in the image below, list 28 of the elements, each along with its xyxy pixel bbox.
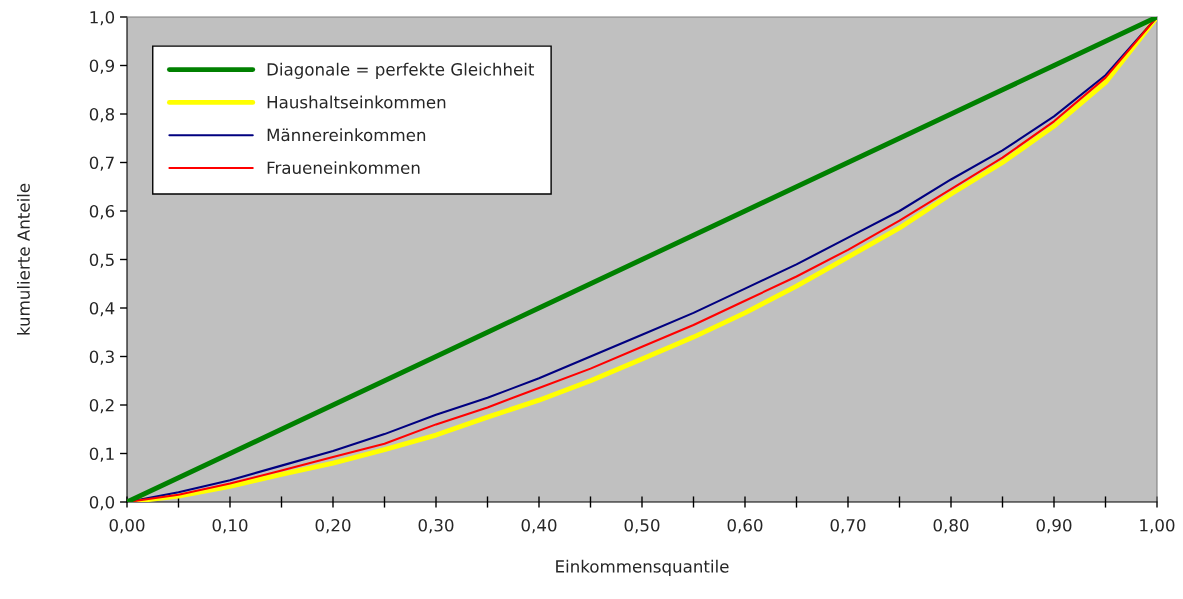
- x-tick-label: 0,20: [315, 518, 351, 534]
- x-tick-label: 0,60: [727, 518, 763, 534]
- y-tick-label: 1,0: [90, 10, 115, 26]
- x-axis-title: Einkommensquantile: [556, 559, 729, 576]
- y-tick-label: 0,6: [89, 204, 115, 220]
- legend-label: Fraueneinkommen: [267, 161, 420, 175]
- y-tick-label: 0,9: [89, 59, 115, 74]
- x-tick-label: 0,80: [933, 518, 969, 534]
- y-axis-title: kumulierte Anteile: [17, 183, 30, 335]
- y-tick-label: 0,2: [89, 398, 114, 414]
- legend-label: Haushaltseinkommen: [267, 95, 446, 109]
- x-tick-label: 0,70: [830, 518, 866, 534]
- y-tick-label: 0,7: [89, 156, 114, 171]
- y-tick-label: 0,4: [89, 301, 115, 317]
- y-tick-label: 0,3: [89, 350, 114, 365]
- x-tick-label: 0,90: [1036, 518, 1072, 534]
- legend-label: Männereinkommen: [267, 128, 426, 142]
- x-tick-label: 0,50: [624, 518, 660, 534]
- legend-label: Diagonale = perfekte Gleichheit: [267, 62, 535, 79]
- x-tick-label: 0,00: [109, 518, 145, 534]
- y-tick-label: 0,5: [89, 253, 114, 268]
- x-tick-label: 0,40: [521, 518, 557, 534]
- y-tick-label: 0,1: [89, 447, 114, 462]
- x-tick-label: 0,10: [212, 518, 248, 534]
- y-tick-label: 0,0: [89, 495, 115, 511]
- y-tick-label: 0,8: [89, 107, 115, 123]
- x-tick-label: 0,30: [418, 518, 454, 534]
- x-tick-label: 1,00: [1140, 518, 1175, 534]
